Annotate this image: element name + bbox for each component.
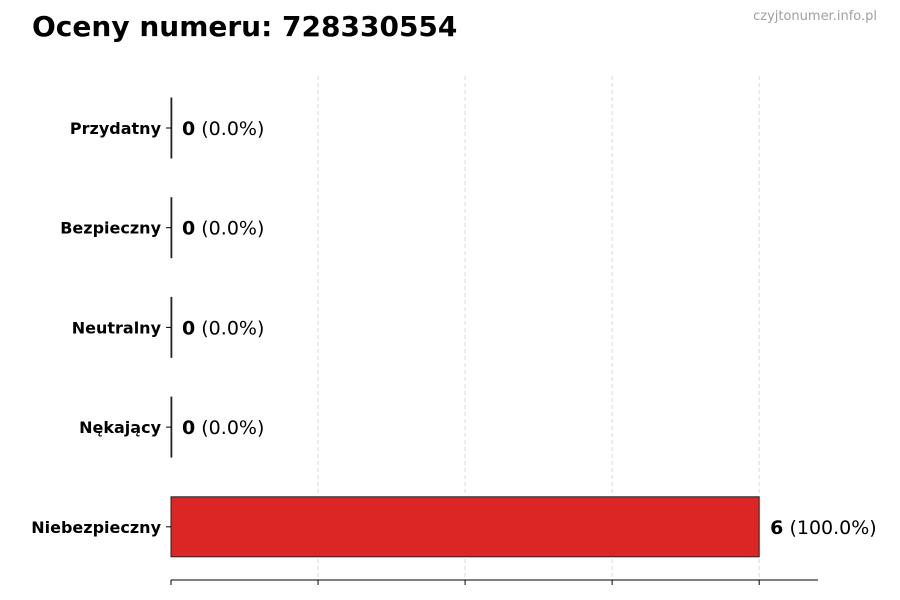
chart-title: Oceny numeru: 728330554 bbox=[32, 10, 458, 43]
data-label-value: 0 bbox=[182, 218, 195, 240]
y-tick-label: Bezpieczny bbox=[60, 219, 161, 238]
data-label: 0 (0.0%) bbox=[182, 118, 264, 140]
watermark: czyjtonumer.info.pl bbox=[753, 9, 877, 24]
y-tick-label: Nękający bbox=[79, 418, 161, 437]
data-label-percent: (0.0%) bbox=[195, 118, 264, 140]
data-label: 0 (0.0%) bbox=[182, 317, 264, 339]
data-label-percent: (0.0%) bbox=[195, 218, 264, 240]
data-label-value: 0 bbox=[182, 417, 195, 439]
y-tick-label: Przydatny bbox=[70, 119, 162, 138]
data-label: 0 (0.0%) bbox=[182, 417, 264, 439]
bar bbox=[170, 97, 173, 159]
data-label: 6 (100.0%) bbox=[770, 517, 877, 539]
y-tick-label: Neutralny bbox=[72, 318, 162, 337]
data-label: 0 (0.0%) bbox=[182, 218, 264, 240]
data-label-percent: (100.0%) bbox=[783, 517, 876, 539]
data-label-value: 0 bbox=[182, 317, 195, 339]
y-tick-label: Niebezpieczny bbox=[31, 518, 161, 537]
data-label-percent: (0.0%) bbox=[195, 317, 264, 339]
data-label-value: 6 bbox=[770, 517, 783, 539]
data-label-percent: (0.0%) bbox=[195, 417, 264, 439]
bar bbox=[170, 296, 173, 358]
bar bbox=[170, 197, 173, 259]
bar bbox=[170, 396, 173, 458]
data-label-value: 0 bbox=[182, 118, 195, 140]
bar bbox=[170, 496, 760, 558]
